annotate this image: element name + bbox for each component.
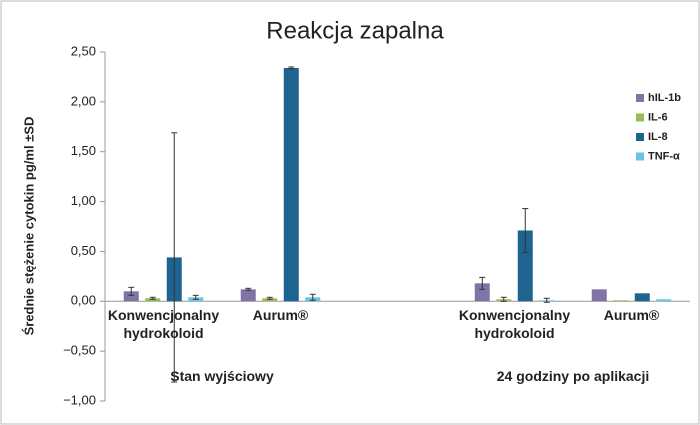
x-tick-label: Konwencjonalny hydrokoloid [458,307,571,341]
y-axis-label: Średnie stężenie cytokin pg/ml ±SD [21,117,36,336]
y-tick-label: −1,00 [63,392,96,407]
legend-label: TNF-α [648,150,680,162]
error-bar [500,296,507,302]
error-bar [266,296,273,300]
bar [517,230,533,302]
y-tick-label: 1,50 [71,143,96,158]
error-bar [309,293,316,301]
legend-swatch [636,113,644,122]
y-tick-label: −0,50 [63,343,96,358]
legend-label: hIL-1b [648,92,681,104]
group-label: Stan wyjściowy [170,368,274,384]
bar [591,289,607,302]
error-bar [192,294,199,300]
chart-title: Reakcja zapalna [266,17,444,44]
y-tick-label: 2,00 [71,93,96,108]
bar [474,283,490,302]
legend-swatch [636,133,644,141]
x-tick-label: Konwencjonalny hydrokoloid [107,307,220,341]
bar [613,300,629,302]
y-tick-label: 0,00 [71,293,96,308]
error-bar [245,287,252,291]
y-tick-label: 1,00 [71,193,96,208]
x-tick-label: Aurum® [603,307,660,323]
legend-label: IL-6 [648,111,668,123]
legend-swatch [636,94,644,102]
y-tick-label: 0,50 [71,243,96,258]
legend-label: IL-8 [648,131,668,143]
error-bar [479,276,486,290]
error-bar [288,66,295,70]
bar [656,299,672,302]
error-bar [171,132,178,383]
error-bar [522,208,529,253]
x-tick-label: Aurum® [252,307,309,323]
bar [634,293,650,302]
error-bar [149,296,156,300]
bar [123,291,139,302]
error-bar [128,286,135,296]
bar [240,289,256,302]
group-label: 24 godziny po aplikacji [496,368,650,384]
error-bar [543,297,550,303]
legend-swatch [636,152,644,161]
bar [283,67,299,302]
y-tick-label: 2,50 [71,43,96,58]
